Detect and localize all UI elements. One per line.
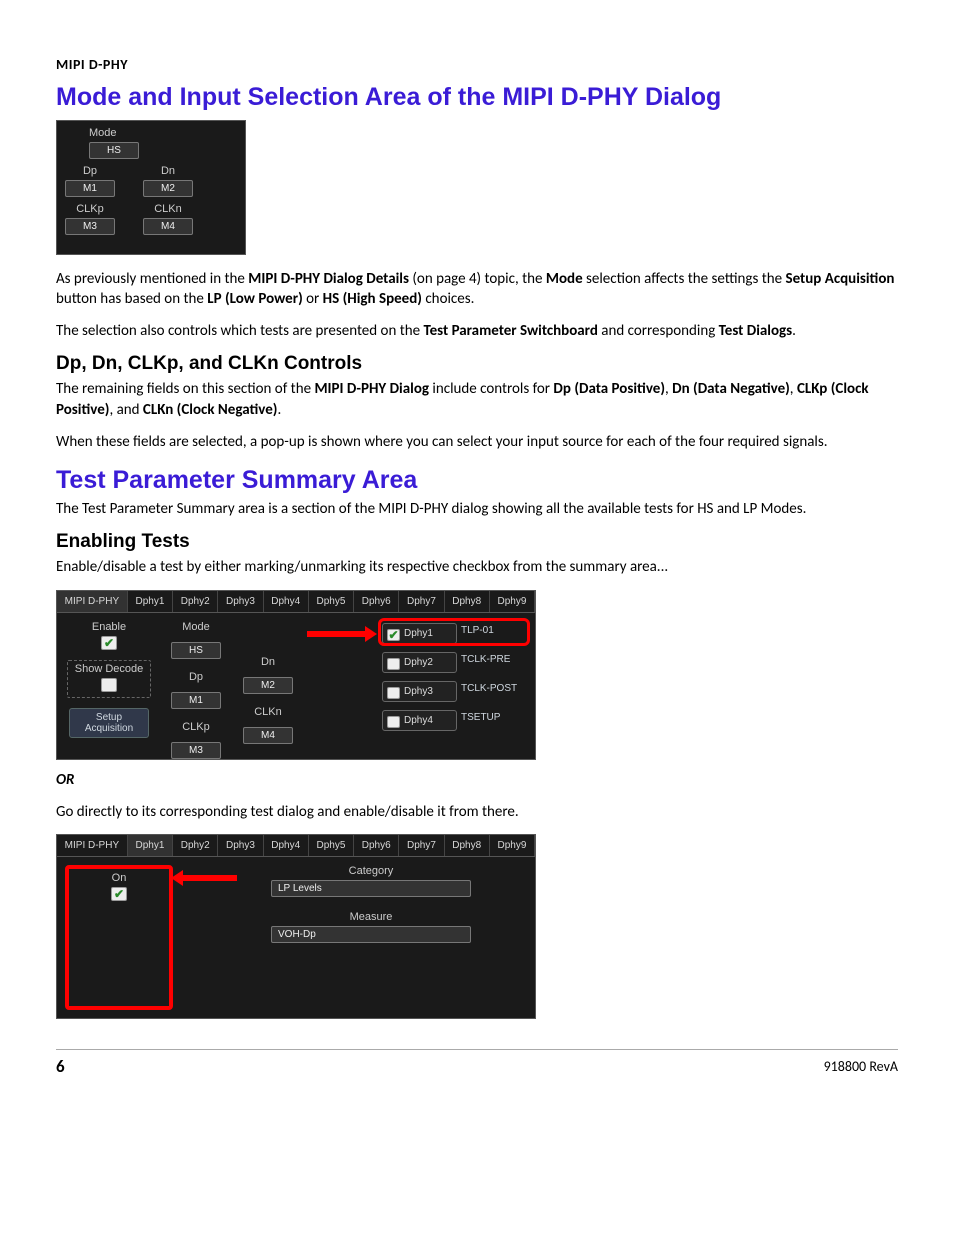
test-row-dphy4[interactable]: Dphy4 <box>382 710 457 731</box>
mode-label: Mode <box>89 127 117 139</box>
clkp-label: CLKp <box>76 203 104 215</box>
tab-strip-3: MIPI D-PHY Dphy1 Dphy2 Dphy3 Dphy4 Dphy5… <box>57 835 535 857</box>
test-checkbox[interactable] <box>387 658 400 670</box>
category-label: Category <box>271 865 471 877</box>
category-select[interactable]: LP Levels <box>271 880 471 897</box>
tab-mipi[interactable]: MIPI D-PHY <box>57 591 128 612</box>
showdecode-checkbox[interactable] <box>101 678 117 692</box>
setup-acquisition-button[interactable]: Setup Acquisition <box>69 708 149 738</box>
mode2-select[interactable]: HS <box>171 642 221 659</box>
test-value: TCLK-PRE <box>461 652 527 673</box>
heading-dp-controls: Dp, Dn, CLKp, and CLKn Controls <box>56 353 898 375</box>
screenshot-summary-area: MIPI D-PHY Dphy1 Dphy2 Dphy3 Dphy4 Dphy5… <box>56 590 536 760</box>
tab3-dphy8[interactable]: Dphy8 <box>445 835 490 856</box>
test-row-dphy3[interactable]: Dphy3 <box>382 681 457 702</box>
tab-dphy6[interactable]: Dphy6 <box>354 591 399 612</box>
para-3: The remaining fields on this section of … <box>56 379 898 420</box>
enable-label: Enable <box>92 621 126 633</box>
dn-select[interactable]: M2 <box>143 180 193 197</box>
on-checkbox[interactable] <box>111 887 127 901</box>
screenshot-mode-input: Mode HS Dp M1 Dn M2 CLKp M3 CLKn M4 <box>56 120 246 255</box>
tab3-mipi[interactable]: MIPI D-PHY <box>57 835 128 856</box>
screenshot-test-dialog: MIPI D-PHY Dphy1 Dphy2 Dphy3 Dphy4 Dphy5… <box>56 834 536 1019</box>
tab-dphy1[interactable]: Dphy1 <box>128 591 173 612</box>
dn2-label: Dn <box>261 656 275 668</box>
para-4: When these fields are selected, a pop-up… <box>56 432 898 452</box>
measure-select[interactable]: VOH-Dp <box>271 926 471 943</box>
clkp2-select[interactable]: M3 <box>171 742 221 759</box>
para-5: The Test Parameter Summary area is a sec… <box>56 499 898 519</box>
dp-select[interactable]: M1 <box>65 180 115 197</box>
tab-dphy4[interactable]: Dphy4 <box>264 591 309 612</box>
doc-id: 918800 RevA <box>824 1058 898 1075</box>
dp2-select[interactable]: M1 <box>171 692 221 709</box>
tab-dphy5[interactable]: Dphy5 <box>309 591 354 612</box>
showdecode-label: Show Decode <box>75 663 144 675</box>
mode-select[interactable]: HS <box>89 142 139 159</box>
highlight-box <box>378 618 530 646</box>
clkp2-label: CLKp <box>182 721 210 733</box>
clkn2-label: CLKn <box>254 706 282 718</box>
tab3-dphy2[interactable]: Dphy2 <box>173 835 218 856</box>
arrow-right-icon <box>307 631 367 637</box>
tab3-dphy6[interactable]: Dphy6 <box>354 835 399 856</box>
tab-dphy7[interactable]: Dphy7 <box>399 591 444 612</box>
footer-rule <box>56 1049 898 1050</box>
test-value: TSETUP <box>461 710 527 731</box>
para-6: Enable/disable a test by either marking/… <box>56 557 898 577</box>
tab3-dphy9[interactable]: Dphy9 <box>490 835 535 856</box>
tab-strip: MIPI D-PHY Dphy1 Dphy2 Dphy3 Dphy4 Dphy5… <box>57 591 535 613</box>
dp-label: Dp <box>83 165 97 177</box>
dp2-label: Dp <box>189 671 203 683</box>
tab3-dphy7[interactable]: Dphy7 <box>399 835 444 856</box>
tab3-dphy4[interactable]: Dphy4 <box>264 835 309 856</box>
arrow-left-icon <box>181 875 237 881</box>
tab-dphy2[interactable]: Dphy2 <box>173 591 218 612</box>
tab3-dphy5[interactable]: Dphy5 <box>309 835 354 856</box>
clkn-label: CLKn <box>154 203 182 215</box>
tab-dphy9[interactable]: Dphy9 <box>490 591 535 612</box>
measure-label: Measure <box>271 911 471 923</box>
clkn2-select[interactable]: M4 <box>243 727 293 744</box>
clkn-select[interactable]: M4 <box>143 218 193 235</box>
heading-mode-input: Mode and Input Selection Area of the MIP… <box>56 81 898 114</box>
test-checkbox[interactable] <box>387 716 400 728</box>
on-label: On <box>112 872 127 884</box>
on-highlight-box: On <box>65 865 173 1010</box>
test-value: TCLK-POST <box>461 681 527 702</box>
or-label: OR <box>56 770 898 790</box>
para-2: The selection also controls which tests … <box>56 321 898 341</box>
clkp-select[interactable]: M3 <box>65 218 115 235</box>
dn-label: Dn <box>161 165 175 177</box>
tab-dphy3[interactable]: Dphy3 <box>218 591 263 612</box>
heading-enabling-tests: Enabling Tests <box>56 531 898 553</box>
test-checkbox[interactable] <box>387 687 400 699</box>
page-footer: 6 918800 RevA <box>56 1056 898 1077</box>
test-row-dphy2[interactable]: Dphy2 <box>382 652 457 673</box>
tab-dphy8[interactable]: Dphy8 <box>445 591 490 612</box>
mode2-label: Mode <box>182 621 210 633</box>
para-1: As previously mentioned in the MIPI D-PH… <box>56 269 898 310</box>
para-7: Go directly to its corresponding test di… <box>56 802 898 822</box>
enable-checkbox[interactable] <box>101 636 117 650</box>
dn2-select[interactable]: M2 <box>243 677 293 694</box>
chapter-title: MIPI D-PHY <box>56 56 898 73</box>
heading-test-param: Test Parameter Summary Area <box>56 466 898 495</box>
tab3-dphy1[interactable]: Dphy1 <box>128 835 173 856</box>
page-number: 6 <box>56 1056 65 1077</box>
tab3-dphy3[interactable]: Dphy3 <box>218 835 263 856</box>
